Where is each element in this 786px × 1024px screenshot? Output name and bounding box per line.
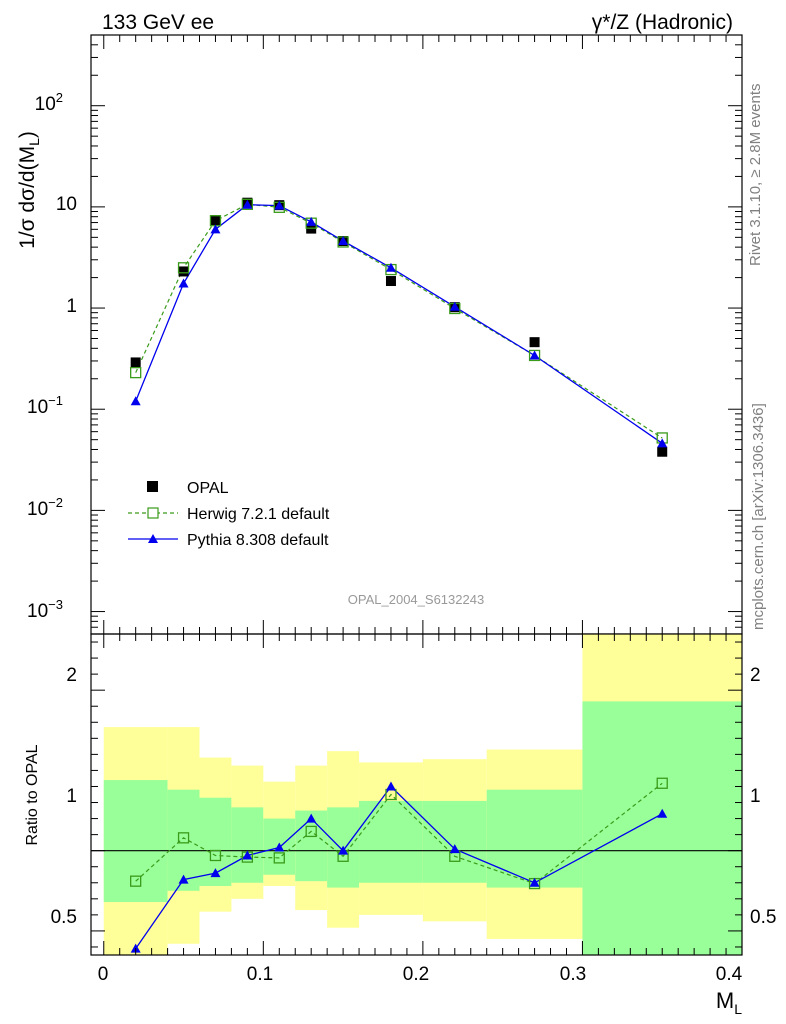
y-tick-label-10: 10 bbox=[56, 194, 77, 215]
herwig-ratio-point bbox=[273, 852, 285, 864]
x-tick-label-0.2: 0.2 bbox=[403, 964, 429, 985]
pythia-main-point bbox=[529, 350, 540, 360]
pythia-main-point bbox=[338, 236, 349, 246]
main-y-axis-title: 1/σ dσ/d(ML) bbox=[16, 131, 42, 249]
main-panel: 10−3 10−2 10−1 1 10 102 1/σ dσ/d(ML) OPA… bbox=[16, 34, 743, 635]
x-tick-label-0: 0 bbox=[98, 964, 109, 985]
pythia-ratio-point bbox=[274, 842, 285, 852]
ratio-panel: 0.5 1 2 0.5 1 2 Ratio to OPAL 0 0.1 0.2 … bbox=[24, 633, 776, 1017]
ratio-y-axis-title: Ratio to OPAL bbox=[24, 744, 41, 845]
legend-herwig-label: Herwig 7.2.1 default bbox=[187, 506, 330, 523]
x-tick-label-0.1: 0.1 bbox=[247, 964, 273, 985]
ratio-y-tick-1-right: 1 bbox=[750, 786, 761, 807]
herwig-ratio-line bbox=[135, 782, 663, 885]
y-tick-label-1: 1 bbox=[66, 296, 77, 317]
ratio-frame bbox=[90, 633, 743, 956]
y-tick-label-1e-2: 10−2 bbox=[27, 495, 63, 520]
pythia-main-point bbox=[178, 278, 189, 288]
ratio-uncertainty-bands bbox=[103, 634, 742, 955]
herwig-ratio-point bbox=[177, 832, 190, 844]
pythia-ratio-point bbox=[338, 845, 349, 855]
herwig-main-line bbox=[135, 203, 663, 439]
ratio-y-tick-0.5-left: 0.5 bbox=[51, 907, 77, 928]
pythia-main-point bbox=[449, 301, 460, 311]
main-curves bbox=[135, 203, 663, 444]
x-tick-label-0.3: 0.3 bbox=[560, 964, 586, 985]
side-version-text: Rivet 3.1.10, ≥ 2.8M events bbox=[747, 84, 764, 267]
ratio-green-band bbox=[582, 701, 742, 955]
pythia-ratio-point bbox=[242, 850, 253, 860]
pythia-ratio-point bbox=[306, 813, 317, 823]
pythia-ratio-point bbox=[178, 874, 189, 884]
legend-herwig-marker bbox=[147, 507, 159, 519]
analysis-id: OPAL_2004_S6132243 bbox=[348, 592, 484, 607]
opal-data-point bbox=[385, 276, 396, 287]
ratio-green-band bbox=[103, 780, 168, 903]
main-markers bbox=[130, 197, 668, 457]
side-source-text: mcplots.cern.ch [arXiv:1306.3436] bbox=[750, 403, 767, 630]
herwig-main-point bbox=[241, 198, 254, 210]
pythia-main-point bbox=[385, 262, 396, 272]
legend-opal-label: OPAL bbox=[187, 480, 229, 497]
opal-data-point bbox=[657, 446, 668, 457]
legend: OPAL Herwig 7.2.1 default Pythia 8.308 d… bbox=[128, 480, 330, 549]
legend-pythia-marker bbox=[148, 534, 158, 543]
main-y-ticks bbox=[91, 34, 743, 635]
ratio-y-tick-2-left: 2 bbox=[66, 665, 77, 686]
x-axis-title: ML bbox=[716, 988, 742, 1017]
ratio-green-band bbox=[167, 789, 200, 891]
opal-data-point bbox=[130, 357, 141, 368]
ratio-ticks bbox=[91, 634, 743, 955]
pythia-main-point bbox=[274, 200, 285, 210]
y-tick-label-1e2: 102 bbox=[35, 90, 63, 115]
ratio-y-tick-1-left: 1 bbox=[66, 786, 77, 807]
ratio-green-band bbox=[359, 800, 423, 883]
opal-data-point bbox=[529, 337, 540, 348]
legend-opal-marker bbox=[147, 481, 158, 492]
x-tick-label-0.4: 0.4 bbox=[716, 964, 743, 985]
herwig-ratio-point bbox=[305, 825, 317, 838]
legend-pythia-label: Pythia 8.308 default bbox=[187, 532, 329, 549]
herwig-main-point bbox=[130, 366, 142, 379]
plot-title-left: 133 GeV ee bbox=[102, 11, 214, 34]
opal-data-point bbox=[178, 266, 189, 277]
pythia-main-point bbox=[242, 199, 253, 209]
pythia-main-point bbox=[210, 224, 221, 234]
ratio-y-tick-0.5-right: 0.5 bbox=[750, 907, 776, 928]
ratio-green-band bbox=[231, 807, 264, 883]
herwig-ratio-point bbox=[656, 777, 668, 789]
pythia-ratio-point bbox=[657, 808, 668, 818]
pythia-main-line bbox=[135, 204, 663, 444]
herwig-main-point bbox=[177, 262, 190, 274]
pythia-ratio-point bbox=[529, 877, 540, 887]
pythia-main-point bbox=[130, 396, 141, 406]
pythia-ratio-point bbox=[385, 781, 396, 791]
pythia-ratio-point bbox=[449, 844, 460, 854]
pythia-main-point bbox=[306, 216, 317, 226]
pythia-main-point bbox=[657, 438, 668, 448]
pythia-ratio-point bbox=[210, 868, 221, 878]
y-tick-label-1e-1: 10−1 bbox=[27, 393, 63, 418]
ratio-green-band bbox=[422, 800, 487, 883]
opal-data-point bbox=[210, 215, 221, 226]
herwig-ratio-point bbox=[130, 875, 142, 887]
ratio-green-band bbox=[486, 789, 583, 888]
herwig-ratio-point bbox=[209, 849, 222, 862]
y-tick-label-1e-3: 10−3 bbox=[27, 597, 63, 622]
ratio-y-tick-2-right: 2 bbox=[750, 665, 761, 686]
plot-title-right: γ*/Z (Hadronic) bbox=[592, 11, 733, 34]
